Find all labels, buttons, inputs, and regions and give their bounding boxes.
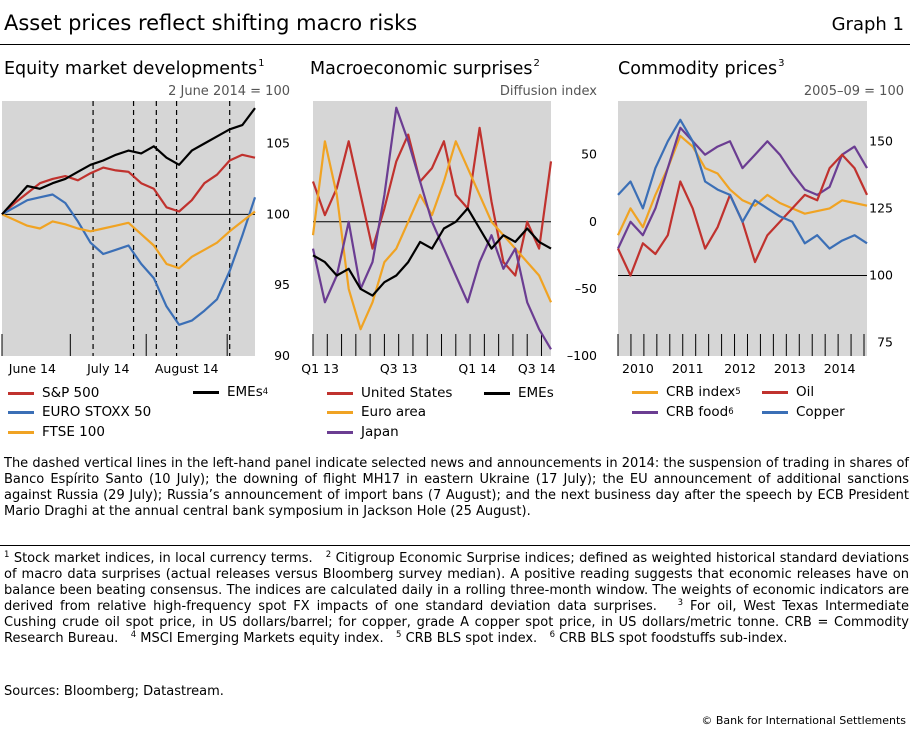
x-tick-label: August 14: [155, 361, 219, 376]
x-tick-label: 2010: [622, 361, 654, 376]
y-tick-label: 100: [869, 267, 893, 282]
y-tick-label: –50: [575, 281, 597, 296]
legend-item-crb-food: CRB food 6: [632, 403, 734, 421]
notes-divider: [0, 545, 910, 546]
legend-item-sp500: S&P 500: [8, 384, 99, 402]
x-tick-label: 2012: [724, 361, 756, 376]
x-tick-label: Q3 13: [380, 361, 418, 376]
y-tick-label: 0: [589, 214, 597, 229]
series-line-ftse-100: [2, 212, 255, 269]
x-tick-label: Q3 14: [518, 361, 556, 376]
copyright: © Bank for International Settlements: [701, 714, 906, 727]
dashed-lines-note: The dashed vertical lines in the left-ha…: [4, 456, 909, 520]
y-tick-label: 75: [877, 335, 893, 350]
equity-chart: 90 95 100 105 June 14 July 14 August 14: [2, 101, 290, 376]
series-line-oil: [618, 155, 867, 276]
legend-item-eurostoxx: EURO STOXX 50: [8, 403, 151, 421]
x-tick-label: Q1 13: [301, 361, 339, 376]
commodity-chart: 75 100 125 150 2010 2011 2012 2013 2014: [618, 120, 893, 376]
x-tick-label: June 14: [8, 361, 56, 376]
legend-item-japan: Japan: [327, 423, 399, 441]
x-tick-label: 2013: [774, 361, 806, 376]
legend-item-oil: Oil: [762, 383, 814, 401]
y-tick-label: 100: [266, 206, 290, 221]
legend-item-euro-area: Euro area: [327, 403, 426, 421]
charts-svg: 90 95 100 105 June 14 July 14 August 14 –100 –5…: [0, 0, 910, 380]
legend-item-emes: EMEs 4: [193, 383, 268, 401]
x-tick-label: 2011: [672, 361, 704, 376]
y-tick-label: 90: [274, 348, 290, 363]
y-tick-label: 105: [266, 136, 290, 151]
legend-item-ftse: FTSE 100: [8, 423, 105, 441]
series-line-crb-food: [618, 128, 867, 249]
footnotes: 1 Stock market indices, in local currenc…: [4, 551, 909, 647]
x-tick-label: 2014: [824, 361, 856, 376]
macro-surprises-chart: –100 –50 0 50 Q1 13 Q3 13 Q1 14 Q3 14: [301, 108, 597, 376]
y-tick-label: 150: [869, 133, 893, 148]
x-tick-label: July 14: [86, 361, 129, 376]
legend-item-copper: Copper: [762, 403, 845, 421]
y-tick-label: –100: [567, 348, 597, 363]
sources: Sources: Bloomberg; Datastream.: [4, 684, 909, 700]
legend-item-us: United States: [327, 384, 452, 402]
y-tick-label: 125: [869, 200, 893, 215]
series-line-s-p-500: [2, 155, 255, 215]
legend-item-emes-macro: EMEs: [484, 384, 554, 402]
y-tick-label: 95: [274, 277, 290, 292]
legend-item-crb-index: CRB index 5: [632, 383, 741, 401]
y-tick-label: 50: [581, 147, 597, 162]
x-tick-label: Q1 14: [458, 361, 496, 376]
